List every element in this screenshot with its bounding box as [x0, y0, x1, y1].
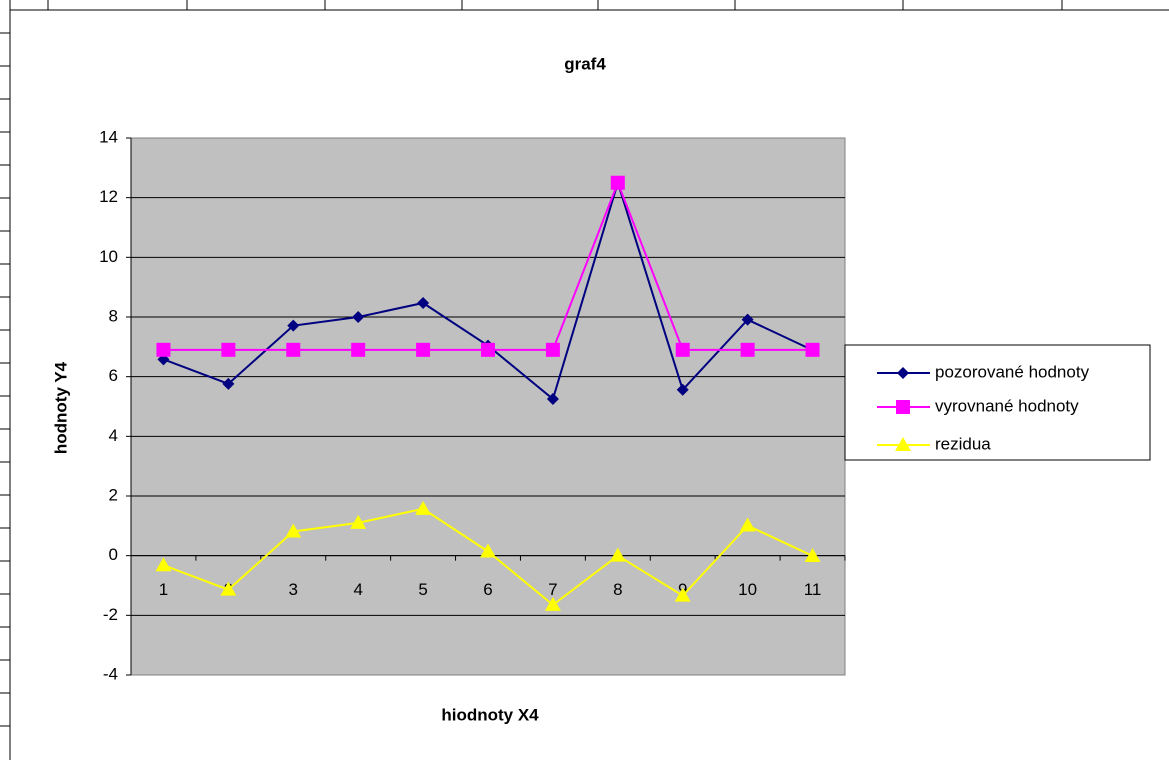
- data-point: [222, 377, 235, 390]
- x-tick-label: 4: [353, 580, 362, 599]
- data-point: [287, 319, 300, 332]
- data-point: [351, 342, 366, 357]
- data-point: [544, 596, 561, 611]
- data-point: [805, 342, 820, 357]
- x-tick-label: 8: [613, 580, 622, 599]
- chart-title: graf4: [564, 54, 606, 73]
- legend-label: rezidua: [935, 434, 991, 453]
- y-tick-label: 12: [99, 187, 118, 206]
- data-point: [610, 175, 625, 190]
- y-tick-label: 10: [99, 247, 118, 266]
- legend-marker: [897, 367, 909, 379]
- x-tick-label: 10: [738, 580, 757, 599]
- x-tick-label: 6: [483, 580, 492, 599]
- plot-area: [130, 137, 846, 676]
- legend-label: pozorované hodnoty: [935, 362, 1090, 381]
- data-point: [609, 547, 626, 562]
- data-point: [417, 296, 430, 309]
- y-tick-label: 0: [109, 545, 118, 564]
- x-tick-label: 1: [159, 580, 168, 599]
- data-point: [350, 514, 367, 529]
- data-point: [415, 500, 432, 515]
- y-tick-label: 8: [109, 306, 118, 325]
- y-axis-label: hodnoty Y4: [51, 361, 70, 454]
- data-point: [545, 342, 560, 357]
- x-axis-label: hiodnoty X4: [441, 705, 539, 724]
- data-point: [739, 517, 756, 532]
- data-point: [221, 342, 236, 357]
- data-point: [352, 311, 365, 323]
- x-tick-label: 3: [289, 580, 298, 599]
- x-tick-label: 11: [804, 580, 822, 599]
- data-point: [220, 581, 237, 596]
- data-point: [546, 393, 559, 406]
- legend-marker: [896, 400, 910, 414]
- y-tick-label: 14: [99, 127, 118, 146]
- data-point: [741, 313, 754, 326]
- data-point: [676, 383, 689, 396]
- data-point: [156, 342, 171, 357]
- legend-marker: [895, 437, 911, 451]
- data-point: [285, 523, 302, 538]
- y-tick-label: 2: [109, 485, 118, 504]
- legend-box: [844, 344, 1151, 461]
- x-tick-label: 7: [548, 580, 557, 599]
- data-point: [804, 547, 821, 562]
- data-point: [674, 587, 691, 602]
- legend-label: vyrovnané hodnoty: [935, 396, 1079, 415]
- y-tick-label: 6: [109, 366, 118, 385]
- data-point: [416, 342, 431, 357]
- data-point: [481, 342, 495, 357]
- data-point: [740, 342, 755, 357]
- x-tick-label: 5: [418, 580, 427, 599]
- y-tick-label: 4: [109, 426, 118, 445]
- data-point: [675, 342, 690, 357]
- y-tick-label: -2: [103, 605, 118, 624]
- data-point: [155, 557, 172, 572]
- data-point: [480, 543, 496, 558]
- data-point: [286, 342, 301, 357]
- y-tick-label: -4: [103, 664, 118, 683]
